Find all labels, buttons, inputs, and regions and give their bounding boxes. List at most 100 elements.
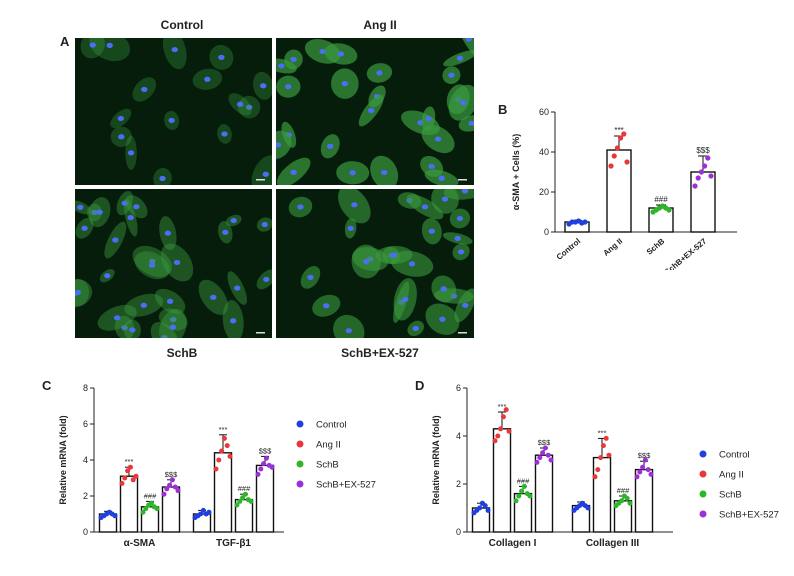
data-point: [148, 500, 154, 506]
data-point: [485, 507, 491, 513]
data-point: [224, 443, 230, 449]
cell-nucleus: [468, 120, 474, 126]
cell-nucleus: [127, 214, 134, 221]
cell-nucleus: [327, 143, 334, 149]
cell-nucleus: [337, 51, 345, 57]
data-point: [648, 471, 654, 477]
bar-Ang II: [213, 452, 233, 533]
significance-label: ***: [614, 126, 623, 135]
label-schb-ex527: SchB+EX-527: [341, 346, 419, 360]
significance-label: ***: [498, 402, 507, 411]
data-point: [482, 503, 488, 509]
data-point: [611, 153, 617, 159]
cell-nucleus: [245, 104, 253, 110]
cell-nucleus: [425, 116, 432, 122]
data-point: [213, 466, 219, 472]
data-point: [534, 459, 540, 465]
cell-nucleus: [402, 296, 409, 302]
y-tick-label: 6: [83, 419, 88, 429]
data-point: [582, 219, 588, 225]
y-tick-label: 0: [456, 527, 461, 537]
cell-nucleus: [261, 221, 268, 228]
legend-label: SchB+EX-527: [719, 510, 779, 521]
data-point: [645, 467, 651, 473]
x-tick-label: Control: [555, 237, 583, 262]
bar-SchB+EX-527: [690, 171, 716, 233]
bar-SchB: [513, 492, 533, 533]
data-point: [540, 450, 546, 456]
cell-nucleus: [218, 54, 225, 60]
significance-label: $$$: [696, 146, 710, 155]
x-tick-label: α-SMA: [124, 538, 156, 549]
data-point: [545, 452, 551, 458]
legend-marker: [296, 440, 304, 448]
panel-a-letter: A: [60, 34, 70, 49]
data-point: [585, 505, 591, 511]
significance-label: ***: [125, 457, 134, 466]
data-point: [548, 457, 554, 463]
data-point: [221, 435, 227, 441]
legend-marker: [296, 420, 304, 428]
data-point: [640, 464, 646, 470]
data-point: [542, 445, 548, 451]
cell-nucleus: [259, 83, 267, 89]
significance-label: ###: [654, 195, 668, 204]
legend-label: SchB+EX-527: [316, 480, 376, 491]
label-control: Control: [160, 18, 204, 32]
data-point: [242, 491, 248, 497]
cell-nucleus: [351, 202, 358, 208]
x-tick-label: TGF-β1: [216, 538, 251, 549]
cell-nucleus: [367, 107, 375, 114]
data-point: [255, 471, 261, 477]
data-point: [140, 509, 146, 515]
cell-nucleus: [117, 115, 125, 122]
data-point: [521, 483, 527, 489]
data-point: [498, 426, 504, 432]
significance-label: $$$: [165, 470, 178, 479]
data-point: [495, 433, 501, 439]
cell-nucleus: [161, 335, 168, 338]
legend-label: Ang II: [719, 470, 744, 481]
cell-nucleus: [457, 249, 465, 255]
data-point: [269, 464, 275, 470]
y-tick-label: 40: [539, 147, 549, 157]
cell-nucleus: [171, 46, 178, 53]
y-tick-label: 0: [544, 227, 549, 237]
micrograph-background: [75, 38, 272, 185]
data-point: [154, 506, 160, 512]
data-point: [666, 207, 672, 213]
legend-marker: [699, 470, 707, 478]
data-point: [519, 488, 525, 494]
data-point: [527, 493, 533, 499]
data-point: [119, 480, 125, 486]
panel-c-letter: C: [42, 378, 52, 393]
y-tick-label: 8: [83, 383, 88, 393]
data-point: [219, 448, 225, 454]
cell-nucleus: [164, 230, 172, 236]
cell-nucleus: [363, 258, 370, 265]
cell-nucleus: [441, 196, 449, 202]
data-point: [169, 477, 175, 483]
data-point: [627, 500, 633, 506]
y-tick-label: 60: [539, 107, 549, 117]
data-point: [206, 509, 212, 515]
cell-nucleus: [113, 315, 121, 321]
cell-nucleus: [285, 84, 292, 90]
cell-nucleus: [278, 63, 285, 69]
cell-nucleus: [341, 81, 349, 87]
cell-nucleus: [166, 298, 174, 304]
chart-d: 0 2 4 6 Relative mRNA (fold) *** ### $$$ Collage…: [431, 383, 779, 549]
data-point: [172, 484, 178, 490]
cell-nucleus: [159, 175, 166, 182]
cell-nucleus: [297, 204, 304, 210]
significance-label: ***: [219, 425, 228, 434]
cell-nucleus: [465, 38, 472, 42]
cell-nucleus: [106, 42, 113, 48]
cell-nucleus: [434, 136, 442, 142]
panel-d-letter: D: [415, 378, 425, 393]
data-point: [503, 407, 509, 413]
y-axis-title: Relative mRNA (fold): [58, 415, 68, 504]
cell-nucleus: [347, 225, 354, 231]
cell-nucleus: [221, 131, 228, 137]
data-point: [492, 438, 498, 444]
